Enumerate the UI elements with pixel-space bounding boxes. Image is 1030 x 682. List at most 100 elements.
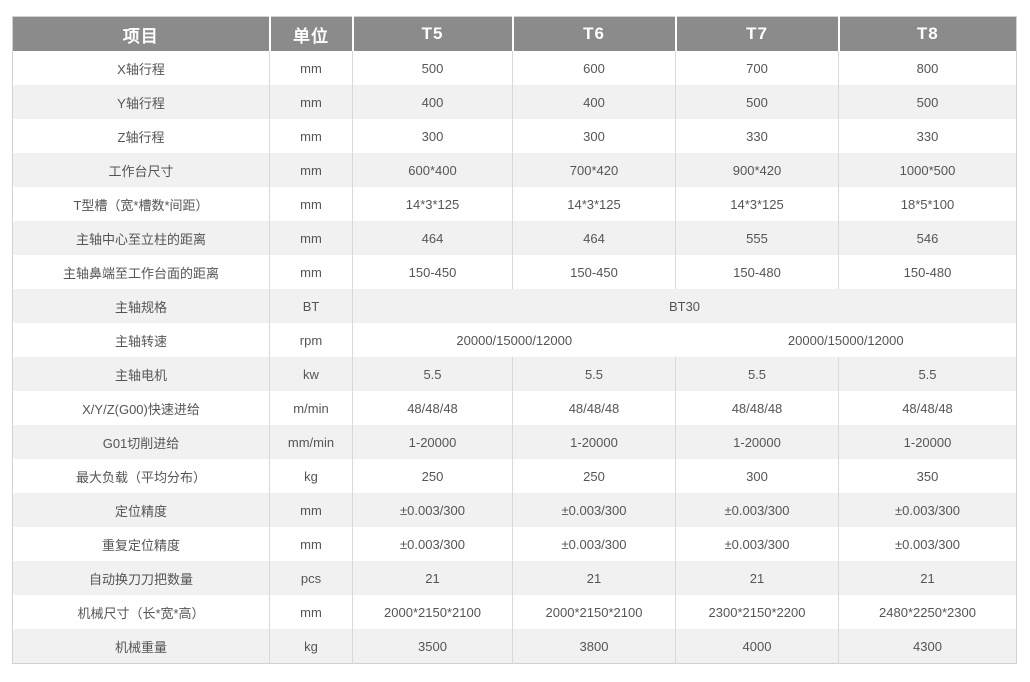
machine-spec-table: 项目 单位 T5 T6 T7 T8 X轴行程 mm 500 600 700 800 Y轴行程 mm 400…: [12, 16, 1017, 664]
table-row: Y轴行程 mm 400 400 500 500: [12, 85, 1017, 119]
column-header-model-2: T5: [351, 16, 513, 51]
table-row: 机械重量 kg 3500 3800 4000 4300: [12, 629, 1017, 664]
table-row: T型槽（宽*槽数*间距） mm 14*3*125 14*3*125 14*3*125 18…: [12, 187, 1017, 221]
row-value-cell: ±0.003/300: [675, 493, 839, 527]
row-value-cell: 150-450: [512, 255, 676, 289]
row-value-cell: 330: [675, 119, 839, 153]
row-value-cell: 500: [675, 85, 839, 119]
row-value-cell: 48/48/48: [838, 391, 1017, 425]
row-label-cell: 自动换刀刀把数量: [12, 561, 270, 595]
row-value-cell: 21: [512, 561, 676, 595]
table-row: 主轴鼻端至工作台面的距离 mm 150-450 150-450 150-480 150-4…: [12, 255, 1017, 289]
row-unit-cell: mm: [269, 493, 353, 527]
row-value-cell: 14*3*125: [675, 187, 839, 221]
row-unit-cell: mm/min: [269, 425, 353, 459]
row-label-cell: 主轴电机: [12, 357, 270, 391]
row-unit-cell: mm: [269, 187, 353, 221]
row-value-cell: 2000*2150*2100: [512, 595, 676, 629]
row-value-cell: 2000*2150*2100: [352, 595, 513, 629]
row-unit-cell: mm: [269, 595, 353, 629]
table-row: 机械尺寸（长*宽*高） mm 2000*2150*2100 2000*2150*210…: [12, 595, 1017, 629]
row-value-cell: 330: [838, 119, 1017, 153]
row-value-cell: 2300*2150*2200: [675, 595, 839, 629]
table-row: 主轴电机 kw 5.5 5.5 5.5 5.5: [12, 357, 1017, 391]
row-value-cell: ±0.003/300: [675, 527, 839, 561]
row-value-cell: ±0.003/300: [838, 493, 1017, 527]
row-value-cell: 1-20000: [838, 425, 1017, 459]
row-value-cell: 350: [838, 459, 1017, 493]
row-label-cell: Y轴行程: [12, 85, 270, 119]
row-value-cell: 2480*2250*2300: [838, 595, 1017, 629]
row-label-cell: 重复定位精度: [12, 527, 270, 561]
row-value-cell: 464: [512, 221, 676, 255]
row-label-cell: G01切削进给: [12, 425, 270, 459]
row-unit-cell: mm: [269, 221, 353, 255]
column-header-model-5: T8: [837, 16, 1017, 51]
header-row: 项目 单位 T5 T6 T7 T8: [12, 16, 1017, 51]
table-row: 主轴转速 rpm 20000/15000/12000 20000/15000/1200…: [12, 323, 1017, 357]
row-unit-cell: mm: [269, 51, 353, 85]
row-value-cell: 21: [675, 561, 839, 595]
row-label-cell: 主轴转速: [12, 323, 270, 357]
row-label-cell: 主轴鼻端至工作台面的距离: [12, 255, 270, 289]
row-value-cell: 5.5: [352, 357, 513, 391]
row-value-cell: 250: [512, 459, 676, 493]
row-value-cell: 20000/15000/12000: [675, 323, 1017, 357]
row-value-cell: 700*420: [512, 153, 676, 187]
table-row: G01切削进给 mm/min 1-20000 1-20000 1-20000 1-2000…: [12, 425, 1017, 459]
row-value-cell: 1-20000: [512, 425, 676, 459]
row-value-cell: 4300: [838, 629, 1017, 664]
row-unit-cell: mm: [269, 153, 353, 187]
table-row: 工作台尺寸 mm 600*400 700*420 900*420 1000*500: [12, 153, 1017, 187]
row-value-cell: 300: [675, 459, 839, 493]
table-row: 重复定位精度 mm ±0.003/300 ±0.003/300 ±0.003/300 ±0…: [12, 527, 1017, 561]
row-unit-cell: kg: [269, 459, 353, 493]
table-row: 主轴规格 BT BT30: [12, 289, 1017, 323]
row-value-cell: 500: [352, 51, 513, 85]
row-value-cell: 400: [512, 85, 676, 119]
row-unit-cell: mm: [269, 255, 353, 289]
row-value-cell: 150-450: [352, 255, 513, 289]
row-value-cell: 500: [838, 85, 1017, 119]
row-value-cell: 250: [352, 459, 513, 493]
row-value-cell: 5.5: [675, 357, 839, 391]
row-value-cell: 300: [512, 119, 676, 153]
row-value-cell: ±0.003/300: [512, 527, 676, 561]
row-unit-cell: kg: [269, 629, 353, 664]
row-unit-cell: m/min: [269, 391, 353, 425]
row-value-cell: ±0.003/300: [352, 527, 513, 561]
row-value-cell: 3500: [352, 629, 513, 664]
row-value-cell: ±0.003/300: [352, 493, 513, 527]
table-row: Z轴行程 mm 300 300 330 330: [12, 119, 1017, 153]
row-label-cell: T型槽（宽*槽数*间距）: [12, 187, 270, 221]
row-value-cell: ±0.003/300: [512, 493, 676, 527]
row-value-cell: 18*5*100: [838, 187, 1017, 221]
row-value-cell: 14*3*125: [512, 187, 676, 221]
row-label-cell: 主轴中心至立柱的距离: [12, 221, 270, 255]
row-value-cell: 5.5: [512, 357, 676, 391]
table-row: 最大负载（平均分布） kg 250 250 300 350: [12, 459, 1017, 493]
row-value-cell: 20000/15000/12000: [352, 323, 676, 357]
row-unit-cell: pcs: [269, 561, 353, 595]
row-label-cell: X轴行程: [12, 51, 270, 85]
row-value-cell: 1000*500: [838, 153, 1017, 187]
row-value-cell: 400: [352, 85, 513, 119]
row-unit-cell: BT: [269, 289, 353, 323]
table-row: X/Y/Z(G00)快速进给 m/min 48/48/48 48/48/48 48/48…: [12, 391, 1017, 425]
row-value-cell: 4000: [675, 629, 839, 664]
row-value-cell: 546: [838, 221, 1017, 255]
row-value-cell: BT30: [352, 289, 1017, 323]
row-label-cell: X/Y/Z(G00)快速进给: [12, 391, 270, 425]
row-value-cell: 48/48/48: [675, 391, 839, 425]
row-label-cell: 最大负载（平均分布）: [12, 459, 270, 493]
row-value-cell: 21: [838, 561, 1017, 595]
row-label-cell: 机械重量: [12, 629, 270, 664]
row-unit-cell: mm: [269, 527, 353, 561]
table-row: 主轴中心至立柱的距离 mm 464 464 555 546: [12, 221, 1017, 255]
row-value-cell: 600: [512, 51, 676, 85]
row-value-cell: 150-480: [838, 255, 1017, 289]
row-value-cell: 48/48/48: [512, 391, 676, 425]
table-row: X轴行程 mm 500 600 700 800: [12, 51, 1017, 85]
table-row: 自动换刀刀把数量 pcs 21 21 21 21: [12, 561, 1017, 595]
